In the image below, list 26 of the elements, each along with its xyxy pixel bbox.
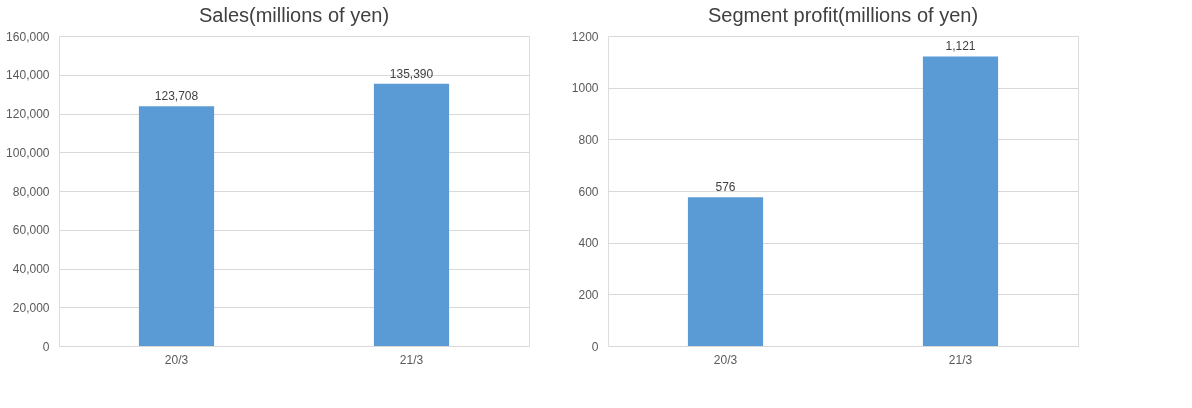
y-tick-label: 400 — [578, 236, 599, 251]
x-tick-label: 21/3 — [948, 352, 973, 367]
data-label: 576 — [715, 180, 736, 195]
y-tick-label: 60,000 — [12, 223, 50, 238]
y-tick-label: 600 — [578, 184, 599, 199]
x-tick-label: 20/3 — [713, 352, 738, 367]
y-tick-label: 80,000 — [12, 184, 50, 199]
y-tick-label: 0 — [591, 339, 599, 354]
y-tick-label: 20,000 — [12, 300, 50, 315]
y-tick-label: 200 — [578, 287, 599, 302]
data-label: 123,708 — [154, 89, 199, 104]
y-tick-label: 140,000 — [6, 68, 50, 83]
y-tick-label: 800 — [578, 132, 599, 147]
y-tick-label: 120,000 — [6, 107, 50, 121]
chart-title: Sales(millions of yen) — [198, 4, 390, 26]
data-label: 135,390 — [389, 66, 434, 81]
y-tick-label: 0 — [42, 339, 50, 354]
y-tick-label: 1000 — [571, 81, 599, 96]
chart-title: Segment profit(millions of yen) — [707, 4, 979, 26]
y-tick-label: 1200 — [571, 29, 599, 44]
x-tick-label: 21/3 — [399, 352, 424, 367]
x-tick-label: 20/3 — [164, 352, 189, 367]
y-tick-label: 100,000 — [6, 145, 50, 160]
y-tick-label: 40,000 — [12, 262, 50, 276]
data-label: 1,121 — [945, 39, 976, 54]
y-tick-label: 160,000 — [6, 29, 50, 44]
